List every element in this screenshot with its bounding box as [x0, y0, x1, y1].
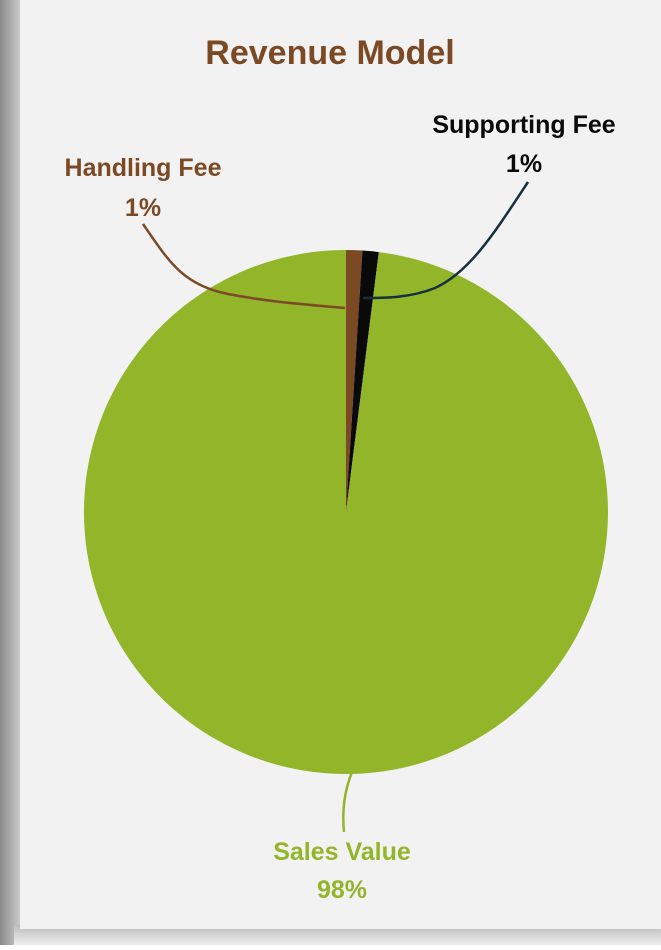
- pie-slice-handling-fee: [346, 250, 363, 512]
- slices: [83, 250, 608, 774]
- frame-left-shadow: [0, 0, 22, 945]
- data-label-handling-fee-value: 1%: [125, 194, 161, 222]
- leader-line-supporting-fee: [362, 181, 530, 300]
- data-label-sales-value-name: Sales Value: [273, 838, 411, 866]
- data-label-sales-value-value: 98%: [317, 876, 367, 904]
- data-label-supporting-fee-value: 1%: [506, 150, 542, 178]
- pie-slice-sales-value: [83, 250, 608, 774]
- leader-line-handling-fee: [141, 223, 346, 310]
- data-label-supporting-fee-name: Supporting Fee: [432, 111, 615, 139]
- pie-slice-supporting-fee: [346, 250, 379, 512]
- chart-title: Revenue Model: [205, 34, 454, 72]
- frame-bottom-shadow: [14, 925, 661, 945]
- data-label-handling-fee-name: Handling Fee: [65, 154, 222, 182]
- leader-line-sales-value: [342, 771, 354, 833]
